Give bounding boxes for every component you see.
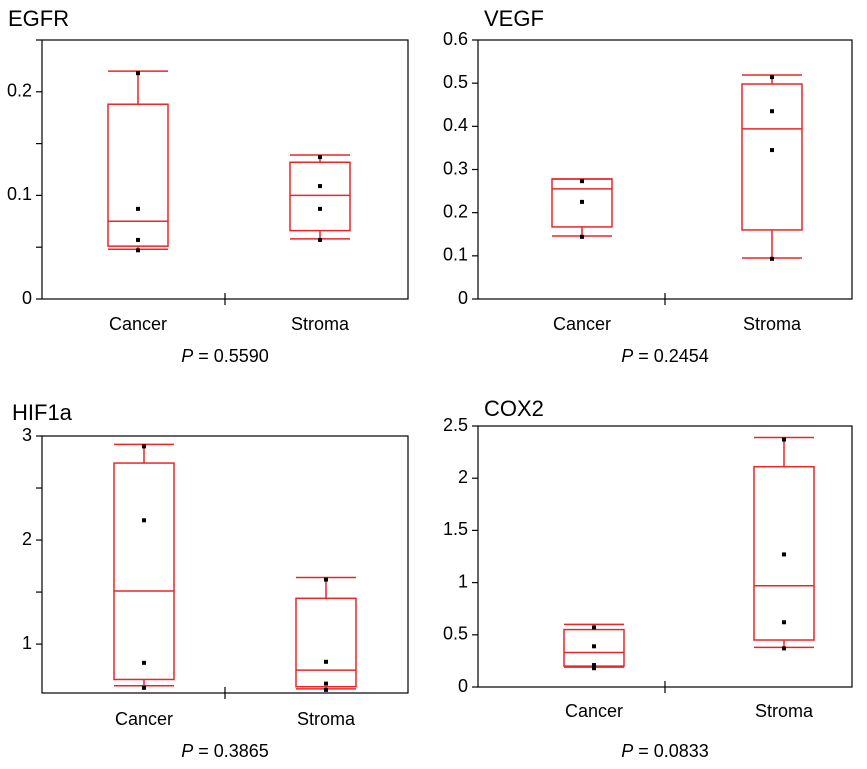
chart-title: EGFR [8,6,69,31]
data-point [592,644,596,649]
data-point [592,666,596,671]
data-point [136,206,140,211]
y-tick-label: 0.1 [7,184,32,204]
data-point [318,155,322,160]
x-tick-label: Cancer [565,701,623,721]
y-tick-label: 0.5 [443,624,468,644]
y-tick-label: 3 [22,425,32,445]
y-tick-label: 2.5 [443,415,468,435]
y-tick-label: 0.4 [443,115,468,135]
data-point [580,199,584,204]
y-tick-label: 1 [458,571,468,591]
data-point [782,437,786,442]
box [753,465,815,641]
box [551,178,613,228]
p-symbol: P [181,346,193,366]
y-tick-label: 0.1 [443,245,468,265]
data-point [142,444,146,449]
p-text: = 0.3865 [198,741,269,761]
data-point [770,148,774,153]
data-point [782,620,786,625]
p-symbol: P [621,346,633,366]
y-tick-label: 2 [22,529,32,549]
p-text: = 0.0833 [638,741,709,761]
data-point [580,179,584,184]
y-tick-label: 0.5 [443,72,468,92]
x-tick-label: Stroma [743,314,802,334]
data-point [136,248,140,253]
chart-title: VEGF [484,6,544,31]
p-value-label: P = 0.2454 [621,346,709,366]
data-point [324,681,328,686]
y-tick-label: 0.6 [443,29,468,49]
data-point [318,237,322,242]
y-tick-label: 0 [22,288,32,308]
data-point [136,237,140,242]
x-tick-label: Stroma [755,701,814,721]
data-point [324,577,328,582]
data-point [770,109,774,114]
x-tick-label: Stroma [297,709,356,729]
data-point [782,552,786,557]
p-symbol: P [181,741,193,761]
data-point [324,687,328,692]
x-tick-label: Cancer [115,709,173,729]
p-value-label: P = 0.0833 [621,741,709,761]
data-point [142,518,146,523]
p-text: = 0.5590 [198,346,269,366]
data-point [592,663,596,668]
y-tick-label: 0.2 [7,81,32,101]
y-tick-label: 0 [458,288,468,308]
p-symbol: P [621,741,633,761]
data-point [318,184,322,189]
data-point [324,659,328,664]
chart-title: COX2 [484,396,544,421]
y-tick-label: 2 [458,467,468,487]
box [289,161,351,232]
data-point [136,71,140,76]
data-point [770,75,774,80]
x-tick-label: Cancer [553,314,611,334]
plot-frame [41,435,409,694]
chart-title: HIF1a [12,400,73,425]
plot-frame [477,39,853,300]
data-point [580,234,584,239]
y-tick-label: 1.5 [443,519,468,539]
p-text: = 0.2454 [638,346,709,366]
plot-frame [41,39,409,300]
y-tick-label: 1 [22,633,32,653]
data-point [782,646,786,651]
data-point [318,206,322,211]
y-tick-label: 0.2 [443,201,468,221]
p-value-label: P = 0.5590 [181,346,269,366]
box [295,597,357,688]
data-point [770,256,774,261]
box [107,103,169,247]
box [741,83,803,231]
y-tick-label: 0.3 [443,158,468,178]
data-point [142,660,146,665]
p-value-label: P = 0.3865 [181,741,269,761]
data-point [142,685,146,690]
x-tick-label: Stroma [291,314,350,334]
box [113,462,175,681]
x-tick-label: Cancer [109,314,167,334]
data-point [592,625,596,630]
y-tick-label: 0 [458,676,468,696]
